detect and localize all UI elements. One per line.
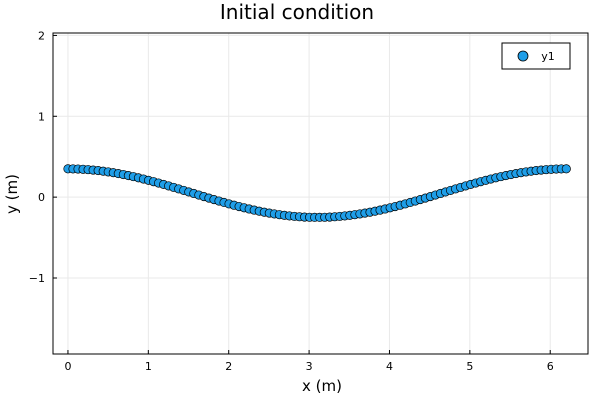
y-tick-label: 0 [38,191,45,204]
y-axis-label: y (m) [3,174,21,214]
x-tick-label: 6 [547,360,554,373]
chart-title: Initial condition [220,0,374,24]
x-axis-label: x (m) [302,377,342,395]
y-tick-label: 1 [38,110,45,123]
ticks: 0 1 2 3 4 5 6 −1 0 1 2 [29,29,588,373]
y-tick-label: 2 [38,29,45,42]
legend-entry-label: y1 [541,50,555,63]
x-tick-label: 5 [466,360,473,373]
grid [53,33,588,354]
legend-marker [517,50,529,62]
data-points [63,164,571,222]
legend: y1 [501,42,571,70]
x-tick-label: 4 [386,360,393,373]
x-tick-label: 2 [225,360,232,373]
data-point [561,164,571,174]
x-tick-label: 0 [64,360,71,373]
x-tick-label: 1 [145,360,152,373]
legend-box [501,42,571,70]
x-tick-label: 3 [306,360,313,373]
y-tick-label: −1 [29,272,45,285]
